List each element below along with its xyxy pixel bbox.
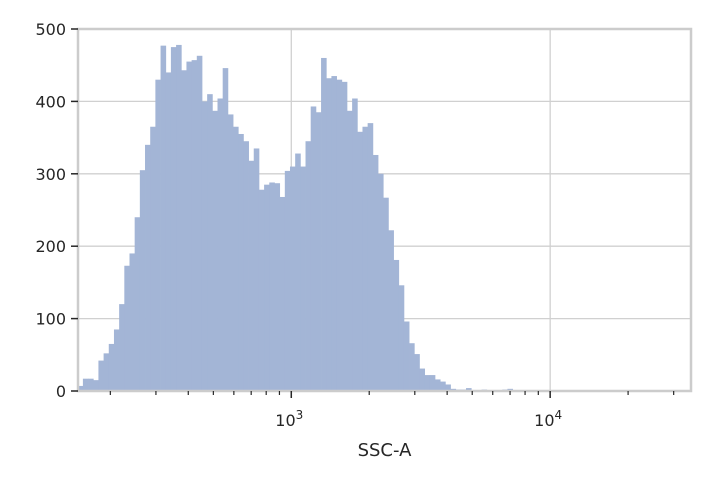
histogram-bar	[93, 380, 99, 391]
histogram-bar	[145, 144, 151, 391]
histogram-bar	[222, 68, 229, 391]
histogram-bar	[201, 101, 208, 392]
y-tick-label: 100	[35, 310, 66, 329]
histogram-bar	[269, 182, 275, 391]
histogram-bar	[82, 378, 89, 391]
histogram-bar	[264, 184, 270, 391]
histogram-bar	[367, 123, 374, 392]
histogram-bar	[165, 72, 172, 391]
histogram-bar	[212, 110, 218, 391]
histogram-bar	[196, 55, 203, 392]
histogram-bar	[124, 265, 130, 391]
histogram-bar	[207, 94, 213, 391]
histogram-bar	[227, 114, 234, 391]
x-tick-label: 104	[534, 408, 562, 430]
histogram-bar	[295, 153, 301, 391]
y-tick-label: 200	[35, 237, 66, 256]
axis-ticks: 0 100 200 300 400 500 103 104	[35, 20, 675, 430]
histogram-bar	[414, 354, 420, 391]
histogram-bar	[331, 76, 337, 391]
histogram-bar	[357, 131, 363, 392]
histogram-bar	[393, 259, 400, 391]
y-tick-label: 400	[35, 92, 66, 111]
histogram-bar	[108, 343, 115, 391]
plot-frame	[76, 27, 693, 393]
histogram-bar	[139, 170, 146, 391]
histogram-bar	[113, 329, 120, 391]
histogram-bar	[336, 79, 343, 392]
histogram-bar	[243, 141, 249, 391]
histogram-bar	[434, 379, 441, 391]
histogram-bars	[78, 44, 560, 392]
x-axis-label: SSC-A	[358, 440, 413, 461]
histogram-bar	[419, 368, 426, 391]
histogram-bar	[279, 196, 286, 391]
histogram-bar	[78, 385, 84, 391]
x-tick-label: 103	[275, 408, 303, 430]
y-tick-label: 0	[56, 382, 66, 401]
y-tick-label: 500	[35, 20, 66, 39]
histogram-bar	[289, 166, 296, 391]
histogram-bar	[321, 57, 327, 392]
histogram-bar	[233, 126, 239, 392]
histogram-bar	[238, 133, 244, 392]
histogram-bar	[134, 217, 141, 391]
histogram-bar	[274, 183, 281, 391]
histogram-bar	[315, 112, 322, 391]
histogram-bar	[362, 126, 369, 392]
histogram-bar	[186, 61, 193, 392]
histogram-bar	[119, 304, 125, 391]
histogram-bar	[155, 79, 161, 392]
histogram-bar	[305, 141, 312, 391]
histogram-bar	[191, 60, 198, 392]
histogram-bar	[300, 166, 306, 391]
histogram-bar	[170, 47, 177, 391]
histogram-bar	[88, 378, 94, 391]
histogram-bar	[258, 189, 265, 391]
histogram-bar	[98, 360, 105, 391]
histogram-bar	[310, 106, 317, 391]
histogram-bar	[176, 44, 182, 391]
histogram-bar	[326, 78, 332, 392]
histogram-bar	[440, 381, 446, 391]
histogram-bar	[372, 154, 379, 391]
histogram-bar	[388, 230, 394, 391]
histogram-bar	[383, 197, 389, 391]
histogram-bar	[445, 384, 451, 391]
histogram-bar	[217, 98, 224, 391]
histogram-bar	[103, 353, 110, 391]
histogram-bar	[466, 388, 472, 391]
histogram-bar	[424, 375, 431, 391]
histogram-bar	[341, 81, 348, 392]
histogram-bar	[253, 148, 260, 391]
histogram-bar	[129, 253, 136, 391]
y-tick-label: 300	[35, 165, 66, 184]
histogram-bar	[284, 170, 291, 391]
histogram-bar	[181, 70, 187, 391]
histogram-bar	[409, 343, 415, 391]
histogram-bar	[160, 45, 167, 391]
histogram-bar	[346, 110, 353, 391]
histogram-bar	[248, 160, 255, 391]
histogram-bar	[378, 173, 384, 391]
histogram-bar	[352, 98, 358, 391]
histogram-bar	[398, 285, 405, 391]
histogram-bar	[403, 321, 410, 391]
histogram-bar	[429, 375, 436, 391]
histogram-bar	[150, 126, 156, 392]
